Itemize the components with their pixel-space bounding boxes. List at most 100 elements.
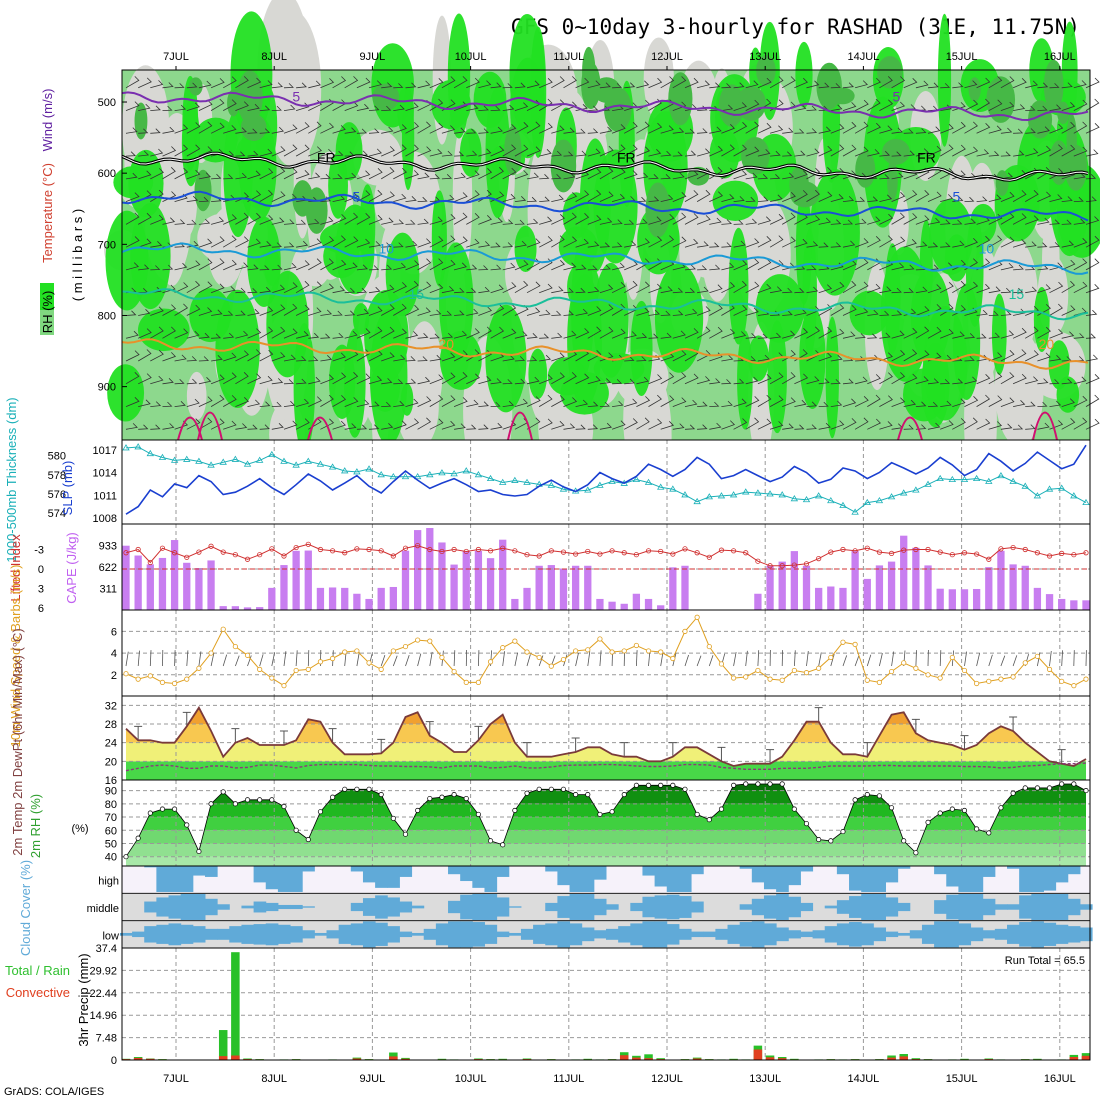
rh-marker <box>475 811 481 817</box>
thickness-marker <box>304 457 312 464</box>
wind-barb <box>575 424 586 430</box>
wind-barb <box>381 242 392 248</box>
wind-barb <box>806 128 818 134</box>
wind-barb <box>344 372 359 385</box>
cloud-cover-bar <box>994 928 1008 940</box>
wind-barb <box>356 170 371 180</box>
rh-saturated-cell <box>718 84 745 127</box>
wind-barb <box>138 212 152 225</box>
temperature-minmax-bar <box>182 711 191 727</box>
wind-barb <box>150 241 163 248</box>
wind-barb <box>283 400 296 407</box>
cloud-cover-bar <box>460 866 473 882</box>
wind-barb <box>1049 83 1060 89</box>
wind-barb <box>709 191 723 202</box>
wind-barb <box>915 215 930 225</box>
wind-barb <box>867 196 879 202</box>
wind-barb <box>1000 191 1015 202</box>
wind-barb <box>867 77 881 89</box>
wind-barb <box>599 217 613 225</box>
wind-barb <box>648 236 663 248</box>
wind-barb <box>1013 400 1026 407</box>
cloud-cover-bar <box>982 898 996 916</box>
wind-barb <box>867 149 880 157</box>
wind-barb <box>612 400 624 407</box>
wind-barb <box>624 170 638 180</box>
cloud-cover-bar <box>508 906 522 908</box>
precip-convective-bar <box>644 1058 653 1060</box>
wind-barb <box>405 398 419 407</box>
wind-barb <box>855 333 866 339</box>
cloud-cover-bar <box>338 924 352 944</box>
wind-barb <box>660 332 672 339</box>
cloud-cover-bar <box>1031 894 1044 920</box>
wind-barb <box>1061 280 1076 294</box>
wind-barb <box>830 242 842 248</box>
precip-tick-label: 22.44 <box>89 988 117 1000</box>
wind-barb <box>198 396 213 407</box>
wind-barb <box>514 260 529 271</box>
surface-wind-barb <box>684 654 689 667</box>
wind-barb <box>1073 196 1084 202</box>
wind-barb <box>903 213 918 225</box>
wind-barb <box>429 148 443 157</box>
wind-barb <box>952 280 966 294</box>
wind-barb <box>709 284 723 294</box>
wind-barb <box>927 145 942 157</box>
date-label-bottom: 10JUL <box>455 1073 487 1085</box>
rh-marker <box>767 781 773 787</box>
wind-barb <box>138 424 149 430</box>
wind-barb <box>563 287 574 294</box>
wind-barb <box>344 397 359 407</box>
cape-bar <box>985 567 993 610</box>
wind-barb <box>223 286 236 294</box>
cloud-cover-bar <box>861 923 874 946</box>
wind-barb <box>623 280 638 294</box>
wind-barb <box>940 400 952 407</box>
cloud-cover-bar <box>751 898 765 916</box>
wind-barb <box>745 80 759 89</box>
wind-barb <box>271 284 286 294</box>
thickness-marker <box>863 498 871 506</box>
thickness-marker <box>997 471 1005 479</box>
wind-barb <box>624 398 638 407</box>
rh-marker <box>925 819 931 825</box>
rh-marker <box>658 782 664 788</box>
cloud-cover-bar <box>958 866 972 892</box>
wind-barb <box>1085 333 1097 339</box>
rh-marker <box>293 827 299 833</box>
wind-barb <box>745 307 759 316</box>
wind-barb <box>818 352 833 362</box>
wind-barb <box>867 374 881 385</box>
wind-barb <box>709 167 723 180</box>
wind-barb <box>247 308 260 316</box>
wind-barb <box>587 350 602 362</box>
wind-barb <box>466 238 480 248</box>
wind-barb <box>429 333 440 339</box>
wind-barb <box>150 424 161 430</box>
rh-legend-swatch-light <box>40 310 54 335</box>
wind-barb <box>538 98 553 111</box>
wind-barb <box>478 148 492 157</box>
wind-barb <box>356 424 368 430</box>
wind-barb <box>368 105 380 111</box>
wind-barb <box>539 354 552 362</box>
wind-barb <box>417 121 432 134</box>
credit: GrADS: COLA/IGES <box>4 1086 104 1098</box>
wind-barb <box>162 126 175 134</box>
precip-convective-bar <box>146 1058 155 1060</box>
wind-barb <box>648 77 663 89</box>
wind-barb <box>733 144 748 157</box>
wind-barb <box>271 191 286 202</box>
cloud-cover-bar <box>180 866 194 892</box>
wind-barb <box>696 148 711 157</box>
cloud-cover-bar <box>946 894 959 920</box>
cloud-cover-bar <box>399 866 413 877</box>
wind-barb <box>648 283 663 294</box>
wind-barb <box>1025 241 1037 248</box>
wind-speed-marker <box>585 647 591 653</box>
cloud-cover-bar <box>606 904 619 910</box>
thickness-marker <box>936 474 944 482</box>
